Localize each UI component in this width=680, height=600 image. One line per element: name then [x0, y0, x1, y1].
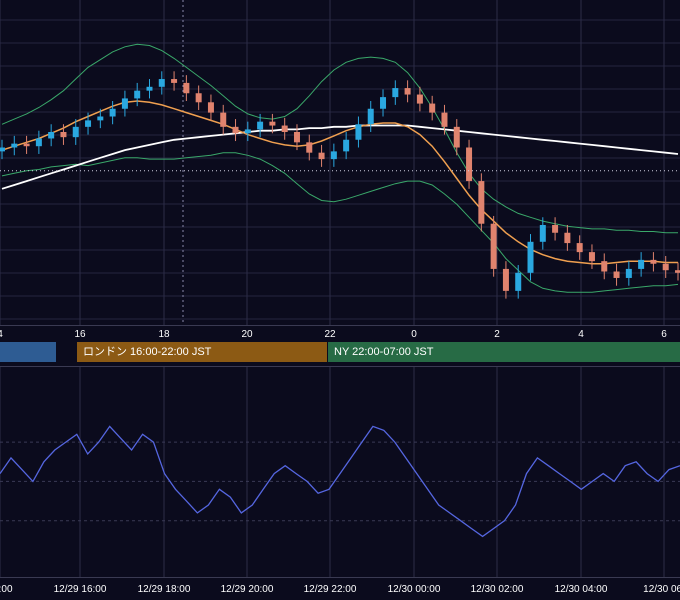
indicator-x-tick-label: 12/30 00:00 [388, 584, 441, 595]
ma-short-line [1, 100, 678, 265]
candle-down [662, 263, 669, 271]
candle-down [601, 261, 608, 272]
price-x-tick-label: 20 [241, 329, 253, 340]
candle-up [121, 98, 128, 109]
indicator-x-tick-label: 12/29 16:00 [54, 584, 107, 595]
candle-down [232, 126, 239, 134]
candle-down [441, 112, 448, 127]
candle-up [72, 126, 79, 138]
candle-up [380, 97, 387, 109]
candle-down [502, 268, 509, 291]
price-x-tick-label: 0 [411, 329, 417, 340]
candle-up [48, 132, 55, 139]
indicator-x-tick-label: 12/30 04:00 [555, 584, 608, 595]
candle-up [158, 79, 165, 87]
price-pane-border [0, 325, 680, 326]
candle-down [466, 147, 473, 182]
candle-down [183, 82, 190, 94]
candle-down [552, 225, 559, 233]
bollinger-lower [1, 152, 679, 293]
candle-down [269, 121, 276, 126]
candle-down [650, 259, 657, 264]
price-x-tick-label: 6 [661, 329, 667, 340]
candle-up [35, 138, 42, 147]
candle-down [478, 181, 485, 224]
candle-down [207, 102, 214, 113]
candle-down [490, 223, 497, 269]
bollinger-upper [1, 43, 678, 234]
candle-up [638, 259, 645, 269]
candle-up [330, 151, 337, 160]
candle-down [416, 94, 423, 104]
indicator-x-tick-label: 12/29 20:00 [221, 584, 274, 595]
price-x-axis: 4 16 18 20 22 0 2 4 6 [0, 329, 667, 340]
candle-up [355, 124, 362, 140]
candle-down [171, 79, 178, 83]
candle-up [0, 147, 5, 152]
price-x-tick-label: 22 [324, 329, 336, 340]
candle-down [564, 232, 571, 244]
price-x-tick-label: 4 [0, 329, 3, 340]
candle-up [539, 225, 546, 242]
indicator-grid [0, 367, 665, 577]
candle-up [11, 143, 18, 148]
candle-down [60, 132, 67, 138]
candle-up [85, 120, 92, 127]
candle-up [343, 139, 350, 152]
candle-down [281, 125, 288, 132]
indicator-series-line [0, 425, 680, 538]
indicator-pane-border [0, 366, 680, 367]
candle-up [527, 241, 534, 273]
candle-down [220, 112, 227, 127]
price-x-tick-label: 4 [578, 329, 584, 340]
candle-down [318, 152, 325, 160]
indicator-x-tick-label: 12/29 22:00 [304, 584, 357, 595]
candle-up [109, 108, 116, 117]
indicator-x-axis: 14:00 12/29 16:00 12/29 18:00 12/29 20:00 12… [0, 584, 680, 595]
moving-averages [1, 100, 679, 265]
candle-up [257, 121, 264, 130]
candle-down [306, 142, 313, 153]
candle-up [367, 108, 374, 125]
candle-up [146, 86, 153, 91]
time-axis-border [0, 577, 680, 578]
session-newyork: NY 22:00-07:00 JST [328, 342, 680, 362]
indicator-x-tick-label: 12/29 18:00 [138, 584, 191, 595]
candle-down [293, 132, 300, 143]
candle-up [625, 268, 632, 278]
indicator-x-tick-label: 14:00 [0, 584, 13, 595]
indicator-line [0, 425, 680, 538]
bollinger-bands [1, 43, 679, 293]
candle-up [244, 129, 251, 134]
candle-down [453, 126, 460, 148]
candle-down [576, 243, 583, 253]
candle-down [23, 143, 30, 147]
price-grid [0, 0, 680, 325]
session-newyork-label: NY 22:00-07:00 JST [334, 346, 434, 358]
candle-up [134, 90, 141, 99]
ma-long-line [1, 124, 679, 190]
candle-up [392, 88, 399, 98]
candlesticks [0, 71, 680, 299]
candle-up [97, 116, 104, 121]
price-x-tick-label: 16 [74, 329, 86, 340]
candle-down [195, 93, 202, 103]
candle-up [515, 272, 522, 291]
session-tokyo [0, 342, 56, 362]
candle-down [613, 271, 620, 278]
indicator-x-tick-label: 12/30 02:00 [471, 584, 524, 595]
session-london: ロンドン 16:00-22:00 JST [77, 342, 327, 362]
price-x-tick-label: 18 [158, 329, 170, 340]
candle-down [588, 252, 595, 262]
indicator-x-tick-label: 12/30 06: [643, 584, 680, 595]
candle-down [404, 88, 411, 95]
candle-down [675, 270, 680, 273]
session-london-label: ロンドン 16:00-22:00 JST [83, 346, 212, 358]
price-x-tick-label: 2 [494, 329, 500, 340]
candle-down [429, 103, 436, 113]
